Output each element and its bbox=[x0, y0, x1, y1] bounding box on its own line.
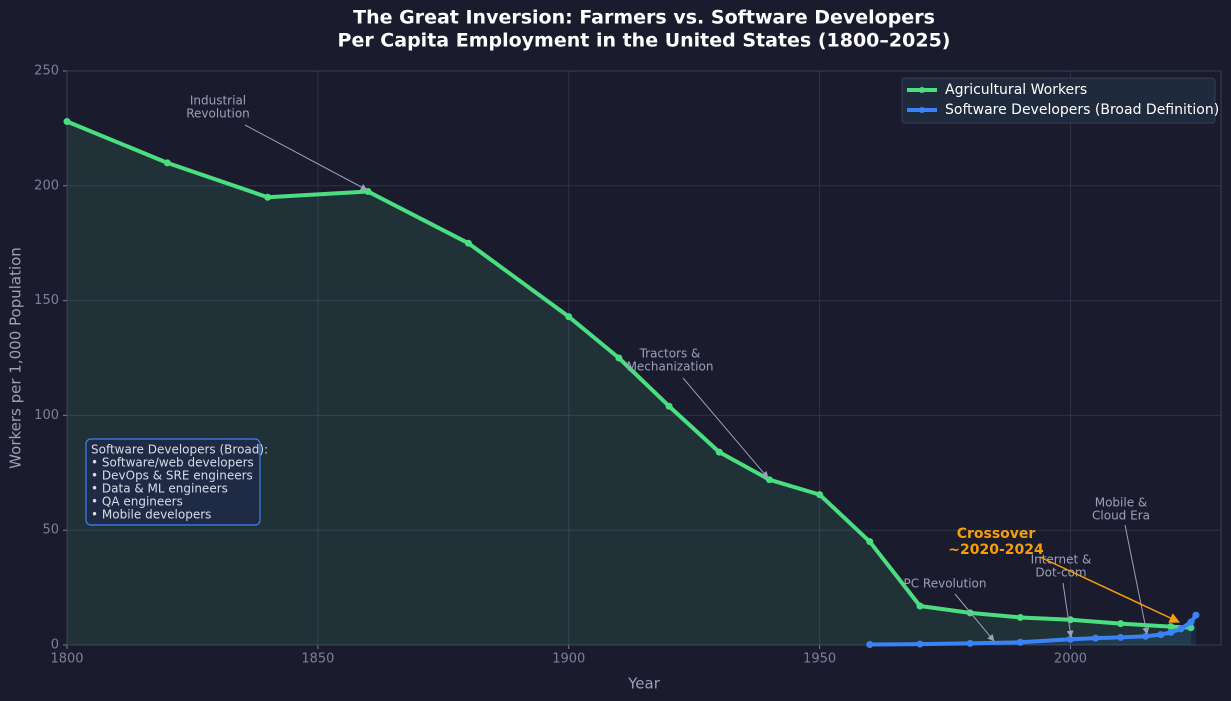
data-point bbox=[1167, 628, 1175, 636]
data-point bbox=[916, 602, 924, 610]
data-point bbox=[1177, 625, 1185, 633]
data-point bbox=[1016, 613, 1024, 621]
annotation-text: Mechanization bbox=[627, 360, 714, 374]
legend-label: Agricultural Workers bbox=[945, 82, 1087, 98]
data-point bbox=[1192, 611, 1200, 619]
y-tick-label: 50 bbox=[42, 523, 59, 538]
annotation-arrow bbox=[244, 124, 368, 191]
data-point bbox=[866, 641, 874, 649]
data-point bbox=[63, 118, 71, 126]
y-tick-label: 100 bbox=[34, 408, 59, 423]
annotation-arrow bbox=[1124, 524, 1150, 635]
data-point bbox=[1157, 631, 1165, 639]
data-point bbox=[916, 640, 924, 648]
x-axis-label: Year bbox=[627, 675, 661, 693]
annotation-text: Mobile & bbox=[1095, 496, 1148, 510]
y-tick-label: 200 bbox=[34, 178, 59, 193]
data-point bbox=[464, 239, 472, 247]
plot-frame bbox=[66, 70, 1222, 646]
x-tick-label: 1850 bbox=[301, 652, 334, 667]
x-tick-label: 2000 bbox=[1054, 652, 1087, 667]
legend-marker bbox=[919, 107, 925, 113]
y-tick-label: 250 bbox=[34, 64, 59, 79]
annotation-text: PC Revolution bbox=[904, 577, 987, 591]
data-point bbox=[866, 538, 874, 546]
series-area bbox=[67, 121, 1191, 645]
annotation-text: Revolution bbox=[186, 107, 250, 121]
annotation-text: Tractors & bbox=[639, 347, 701, 361]
annotation-text: Internet & bbox=[1031, 553, 1092, 567]
y-tick-label: 0 bbox=[51, 638, 59, 653]
chart-title: The Great Inversion: Farmers vs. Softwar… bbox=[353, 7, 935, 29]
annotation-text: Dot-com bbox=[1035, 566, 1086, 580]
data-point bbox=[163, 159, 171, 167]
annotation-text: Cloud Era bbox=[1092, 509, 1150, 523]
data-point bbox=[1187, 618, 1195, 626]
data-point bbox=[665, 402, 673, 410]
annotation-arrow bbox=[954, 593, 995, 642]
data-point bbox=[1142, 632, 1150, 640]
legend-label: Software Developers (Broad Definition) bbox=[945, 102, 1219, 118]
legend-box bbox=[901, 77, 1216, 124]
data-point bbox=[1167, 623, 1175, 631]
data-point bbox=[615, 354, 623, 362]
data-point bbox=[966, 639, 974, 647]
data-point bbox=[264, 193, 272, 201]
info-box-line: • Data & ML engineers bbox=[91, 482, 228, 496]
info-box-line: • QA engineers bbox=[91, 495, 183, 509]
data-point bbox=[715, 448, 723, 456]
info-box-line: Software Developers (Broad): bbox=[91, 443, 268, 457]
data-point bbox=[816, 491, 824, 499]
data-point bbox=[1117, 633, 1125, 641]
info-box-line: • DevOps & SRE engineers bbox=[91, 469, 253, 483]
info-box bbox=[85, 438, 261, 526]
x-tick-label: 1900 bbox=[552, 652, 585, 667]
data-point bbox=[1092, 634, 1100, 642]
annotation-text: ~2020-2024 bbox=[948, 542, 1044, 558]
annotation-text: Industrial bbox=[190, 94, 246, 108]
annotation-arrow bbox=[1062, 582, 1074, 638]
data-point bbox=[1016, 638, 1024, 646]
annotation-arrow bbox=[1039, 556, 1180, 623]
x-tick-label: 1800 bbox=[50, 652, 83, 667]
annotation-text: Crossover bbox=[957, 526, 1036, 542]
annotation-arrow bbox=[682, 377, 769, 479]
series-area bbox=[869, 615, 1196, 645]
info-box-line: • Mobile developers bbox=[91, 508, 211, 522]
y-axis-label: Workers per 1,000 Population bbox=[7, 247, 25, 469]
legend-marker bbox=[919, 87, 925, 93]
chart-subtitle: Per Capita Employment in the United Stat… bbox=[338, 30, 951, 52]
y-tick-label: 150 bbox=[34, 293, 59, 308]
data-point bbox=[1187, 624, 1195, 632]
data-point bbox=[565, 313, 573, 321]
data-point bbox=[1117, 620, 1125, 628]
x-tick-label: 1950 bbox=[803, 652, 836, 667]
info-box-line: • Software/web developers bbox=[91, 456, 254, 470]
